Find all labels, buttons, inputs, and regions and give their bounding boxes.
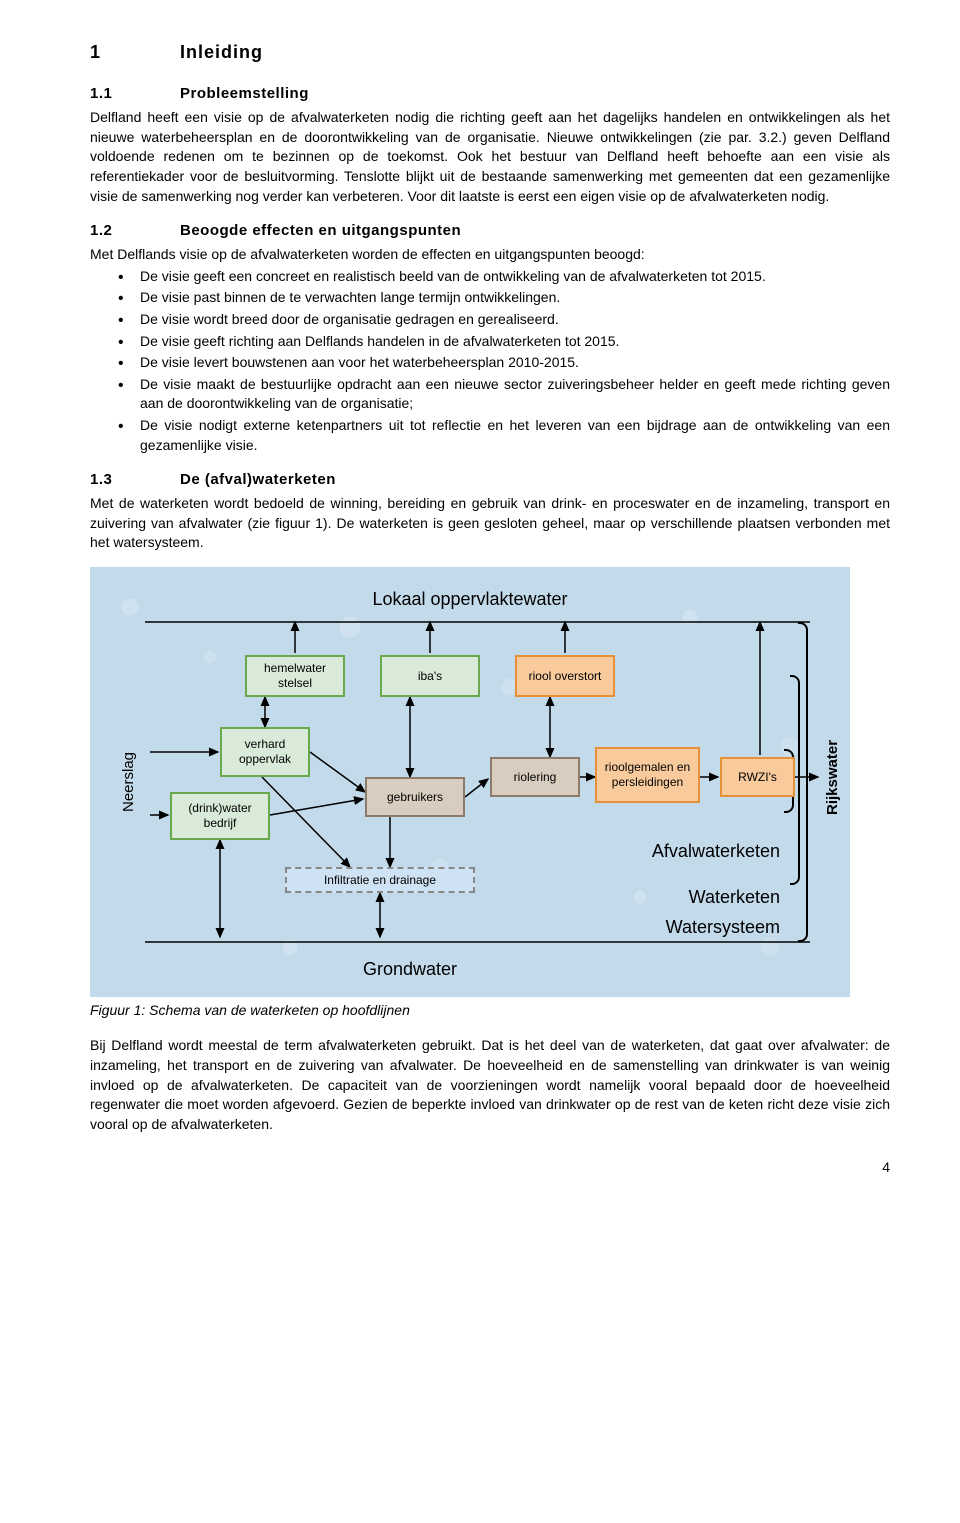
node-infiltratie: Infiltratie en drainage bbox=[285, 867, 475, 893]
list-item: De visie geeft richting aan Delflands ha… bbox=[118, 332, 890, 352]
section-1-3-body: Met de waterketen wordt bedoeld de winni… bbox=[90, 494, 890, 553]
node-hemel: hemelwater stelsel bbox=[245, 655, 345, 697]
section-number: 1.1 bbox=[90, 83, 180, 104]
waterketen-diagram: Lokaal oppervlaktewater Neerslag Rijkswa… bbox=[90, 567, 890, 997]
node-rwzi: RWZI's bbox=[720, 757, 795, 797]
section-1-2-list: De visie geeft een concreet en realistis… bbox=[118, 267, 890, 455]
section-title: De (afval)waterketen bbox=[180, 471, 336, 488]
node-bedrijf: (drink)water bedrijf bbox=[170, 792, 270, 840]
list-item: De visie past binnen de te verwachten la… bbox=[118, 288, 890, 308]
list-item: De visie levert bouwstenen aan voor het … bbox=[118, 353, 890, 373]
section-1-2-lead: Met Delflands visie op de afvalwaterkete… bbox=[90, 245, 890, 265]
section-1-2-heading: 1.2Beoogde effecten en uitgangspunten bbox=[90, 220, 890, 241]
section-1-1-heading: 1.1Probleemstelling bbox=[90, 83, 890, 104]
list-item: De visie nodigt externe ketenpartners ui… bbox=[118, 416, 890, 455]
node-verhard: verhard oppervlak bbox=[220, 727, 310, 777]
section-title: Beoogde effecten en uitgangspunten bbox=[180, 222, 461, 239]
chapter-heading: 1Inleiding bbox=[90, 40, 890, 65]
page-number: 4 bbox=[90, 1158, 890, 1178]
chapter-title: Inleiding bbox=[180, 42, 263, 62]
section-number: 1.3 bbox=[90, 469, 180, 490]
node-riolering: riolering bbox=[490, 757, 580, 797]
list-item: De visie wordt breed door de organisatie… bbox=[118, 310, 890, 330]
node-ibas: iba's bbox=[380, 655, 480, 697]
list-item: De visie geeft een concreet en realistis… bbox=[118, 267, 890, 287]
node-riool: riool overstort bbox=[515, 655, 615, 697]
section-title: Probleemstelling bbox=[180, 85, 309, 102]
section-number: 1.2 bbox=[90, 220, 180, 241]
list-item: De visie maakt de bestuurlijke opdracht … bbox=[118, 375, 890, 414]
node-gebruik: gebruikers bbox=[365, 777, 465, 817]
chapter-number: 1 bbox=[90, 40, 180, 65]
diagram-canvas: Lokaal oppervlaktewater Neerslag Rijkswa… bbox=[90, 567, 850, 997]
section-1-3-heading: 1.3De (afval)waterketen bbox=[90, 469, 890, 490]
section-1-1-body: Delfland heeft een visie op de afvalwate… bbox=[90, 108, 890, 206]
diagram-caption: Figuur 1: Schema van de waterketen op ho… bbox=[90, 1001, 890, 1021]
closing-paragraph: Bij Delfland wordt meestal de term afval… bbox=[90, 1036, 890, 1134]
node-gemalen: rioolgemalen en persleidingen bbox=[595, 747, 700, 803]
